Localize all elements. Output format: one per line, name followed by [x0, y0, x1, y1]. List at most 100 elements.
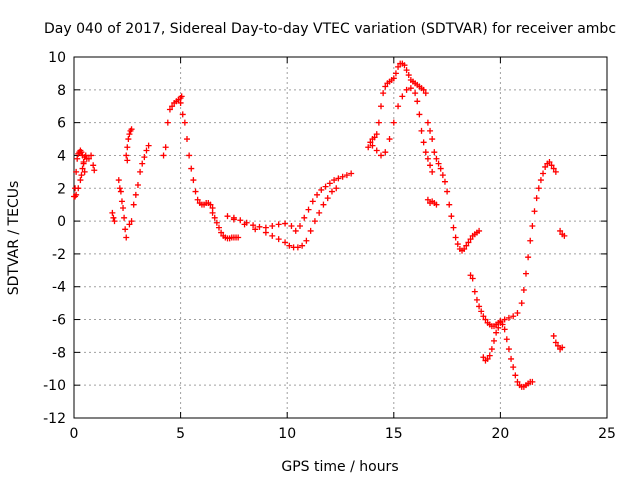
data-point [424, 119, 431, 126]
data-point [514, 309, 521, 316]
data-point [463, 242, 470, 249]
data-series [123, 126, 135, 159]
data-point [275, 236, 282, 243]
y-tick-label: -8 [52, 345, 66, 361]
data-point [542, 163, 549, 170]
data-point [262, 229, 269, 236]
data-point [452, 234, 459, 241]
data-point [371, 134, 378, 141]
data-point [169, 103, 176, 110]
data-point [299, 242, 306, 249]
data-point [343, 172, 350, 179]
data-point [269, 223, 276, 230]
data-point [399, 93, 406, 100]
data-point [213, 219, 220, 226]
data-series [424, 119, 483, 254]
data-point [476, 227, 483, 234]
data-point [128, 126, 135, 133]
data-point [286, 242, 293, 249]
data-point [392, 70, 399, 77]
data-point [420, 86, 427, 93]
data-point [537, 177, 544, 184]
data-point [369, 142, 376, 149]
data-point [252, 226, 259, 233]
data-point [552, 168, 559, 175]
data-point [211, 214, 218, 221]
data-point [365, 144, 372, 151]
data-series [224, 170, 355, 234]
data-point [130, 201, 137, 208]
data-point [505, 314, 512, 321]
data-point [533, 195, 540, 202]
data-point [77, 177, 84, 184]
data-series [230, 185, 340, 251]
data-point [181, 119, 188, 126]
data-point [467, 272, 474, 279]
x-tick-label: 10 [278, 426, 296, 442]
data-point [318, 186, 325, 193]
data-point [380, 90, 387, 97]
data-series [550, 332, 566, 353]
data-point [294, 244, 301, 251]
data-point [476, 303, 483, 310]
data-point [288, 223, 295, 230]
data-point [316, 209, 323, 216]
data-series [72, 152, 90, 200]
data-point [488, 346, 495, 353]
data-point [480, 313, 487, 320]
data-point [305, 206, 312, 213]
data-point [75, 185, 82, 192]
data-point [292, 227, 299, 234]
data-point [486, 352, 493, 359]
data-point [512, 372, 519, 379]
data-point [501, 326, 508, 333]
data-point [531, 208, 538, 215]
data-point [505, 346, 512, 353]
data-point [420, 139, 427, 146]
plot-frame [73, 56, 608, 419]
data-point [335, 175, 342, 182]
y-tick-label: 8 [57, 83, 66, 99]
data-point [326, 180, 333, 187]
data-point [412, 90, 419, 97]
data-point [514, 378, 521, 385]
data-series [109, 209, 118, 225]
data-point [373, 131, 380, 138]
x-tick-label: 5 [176, 426, 185, 442]
data-point [128, 218, 135, 225]
data-point [333, 185, 340, 192]
data-point [424, 155, 431, 162]
y-tick-label: -10 [43, 378, 66, 394]
data-point [190, 177, 197, 184]
data-point [491, 337, 498, 344]
data-point [407, 85, 414, 92]
data-point [518, 300, 525, 307]
data-point [503, 336, 510, 343]
y-tick-label: 6 [57, 116, 66, 132]
data-point [296, 223, 303, 230]
data-point [510, 313, 517, 320]
data-point [111, 218, 118, 225]
data-point [241, 221, 248, 228]
data-point [215, 224, 222, 231]
x-tick-label: 20 [491, 426, 509, 442]
data-point [177, 99, 184, 106]
data-point [311, 218, 318, 225]
data-point [433, 201, 440, 208]
data-point [529, 378, 536, 385]
data-point [522, 270, 529, 277]
data-point [209, 209, 216, 216]
y-tick-label: 0 [57, 214, 66, 230]
data-point [132, 191, 139, 198]
data-point [554, 342, 561, 349]
data-point [192, 188, 199, 195]
data-point [422, 149, 429, 156]
data-point [322, 183, 329, 190]
data-point [78, 172, 85, 179]
data-point [282, 239, 289, 246]
data-point [230, 216, 237, 223]
data-point [535, 185, 542, 192]
y-tick-label: -2 [52, 247, 66, 263]
data-point [495, 324, 502, 331]
data-point [540, 170, 547, 177]
